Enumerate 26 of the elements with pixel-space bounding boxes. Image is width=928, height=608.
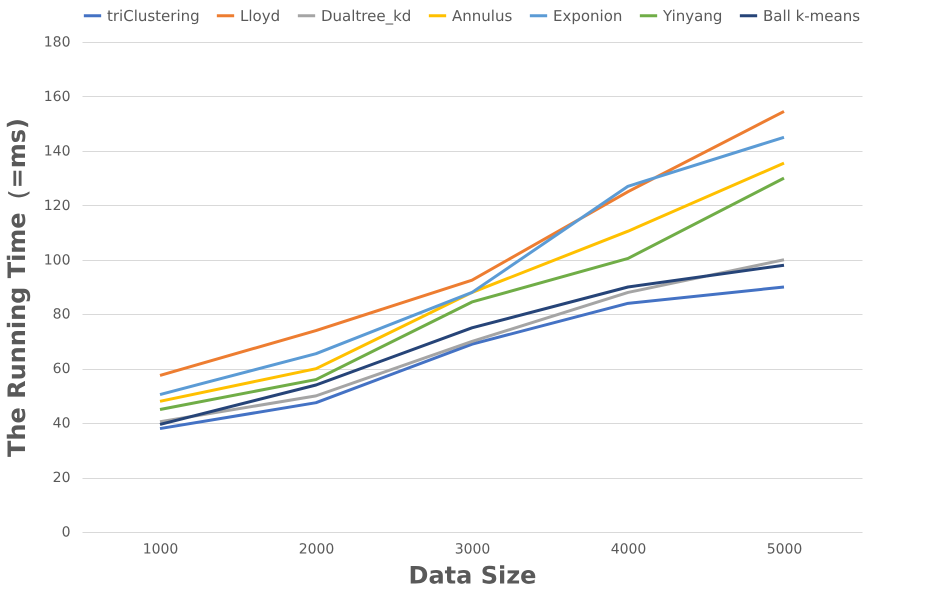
legend-label: Lloyd (240, 6, 280, 25)
y-tick-label: 40 (52, 416, 70, 432)
x-axis-title: Data Size (408, 562, 536, 590)
y-tick-label: 80 (52, 306, 70, 323)
y-tick-label: 0 (62, 524, 70, 540)
y-tick-label: 100 (44, 252, 70, 268)
line-series (158, 286, 786, 430)
y-tick-label: 180 (44, 34, 70, 50)
x-tick-label: 2000 (298, 542, 334, 558)
y-tick-label: 160 (44, 88, 70, 105)
x-tick-label: 4000 (610, 542, 646, 558)
y-tick-label: 20 (52, 470, 70, 486)
legend-label: Ball k-means (763, 6, 860, 25)
legend-label: Exponion (553, 6, 622, 25)
y-axis-title: The Running Time（=ms) (2, 118, 31, 457)
legend-label: Dualtree_kd (321, 6, 412, 25)
legend-label: Annulus (452, 6, 512, 25)
y-tick-label: 140 (44, 143, 70, 160)
x-tick-label: 5000 (766, 542, 802, 558)
legend-label: Yinyang (662, 6, 722, 25)
y-tick-label: 60 (52, 361, 70, 378)
line-series (158, 110, 786, 377)
y-tick-label: 120 (44, 198, 70, 214)
x-tick-label: 1000 (142, 542, 178, 558)
legend-label: triClustering (107, 6, 200, 25)
x-tick-label: 3000 (454, 542, 490, 558)
